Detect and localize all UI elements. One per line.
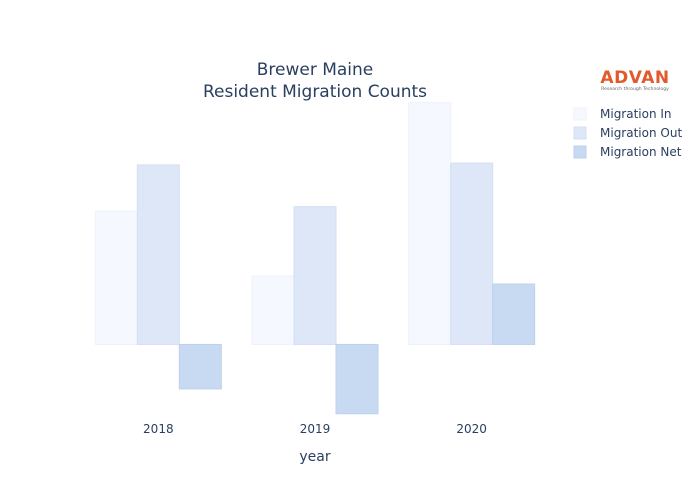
x-axis-title: year [299, 449, 330, 465]
bar-migration-in-2020 [408, 102, 452, 345]
bar-migration-in-2018 [94, 210, 138, 345]
x-tick-label-2019: 2019 [300, 422, 331, 436]
chart-title-line-1: Brewer Maine [257, 60, 374, 80]
bar-migration-net-2018 [178, 343, 222, 390]
logo: ADVAN Research through Technology [600, 68, 669, 92]
legend-label-migration-in[interactable]: Migration In [600, 107, 672, 121]
legend-label-migration-net[interactable]: Migration Net [600, 145, 682, 159]
x-tick-label-2020: 2020 [456, 422, 487, 436]
bar-migration-out-2019 [293, 206, 337, 345]
bar-migration-net-2019 [335, 343, 379, 415]
legend-swatch-migration-out[interactable] [573, 126, 587, 140]
bar-migration-out-2020 [450, 162, 494, 345]
legend-swatch-migration-net[interactable] [573, 145, 587, 159]
logo-brand: ADVAN [600, 68, 669, 88]
x-tick-label-2018: 2018 [143, 422, 174, 436]
legend-label-migration-out[interactable]: Migration Out [600, 126, 682, 140]
chart-title-line-2: Resident Migration Counts [203, 82, 427, 102]
logo-tagline: Research through Technology [601, 86, 669, 92]
bars-layer [94, 102, 536, 415]
bar-migration-in-2019 [251, 275, 295, 345]
bar-migration-net-2020 [492, 283, 536, 345]
legend: Migration In Migration Out Migration Net [573, 107, 682, 159]
x-tick-labels: 2018 2019 2020 [143, 422, 487, 436]
legend-swatch-migration-in[interactable] [573, 107, 587, 121]
bar-migration-out-2018 [136, 164, 180, 345]
chart-title: Brewer Maine Resident Migration Counts [203, 60, 427, 102]
